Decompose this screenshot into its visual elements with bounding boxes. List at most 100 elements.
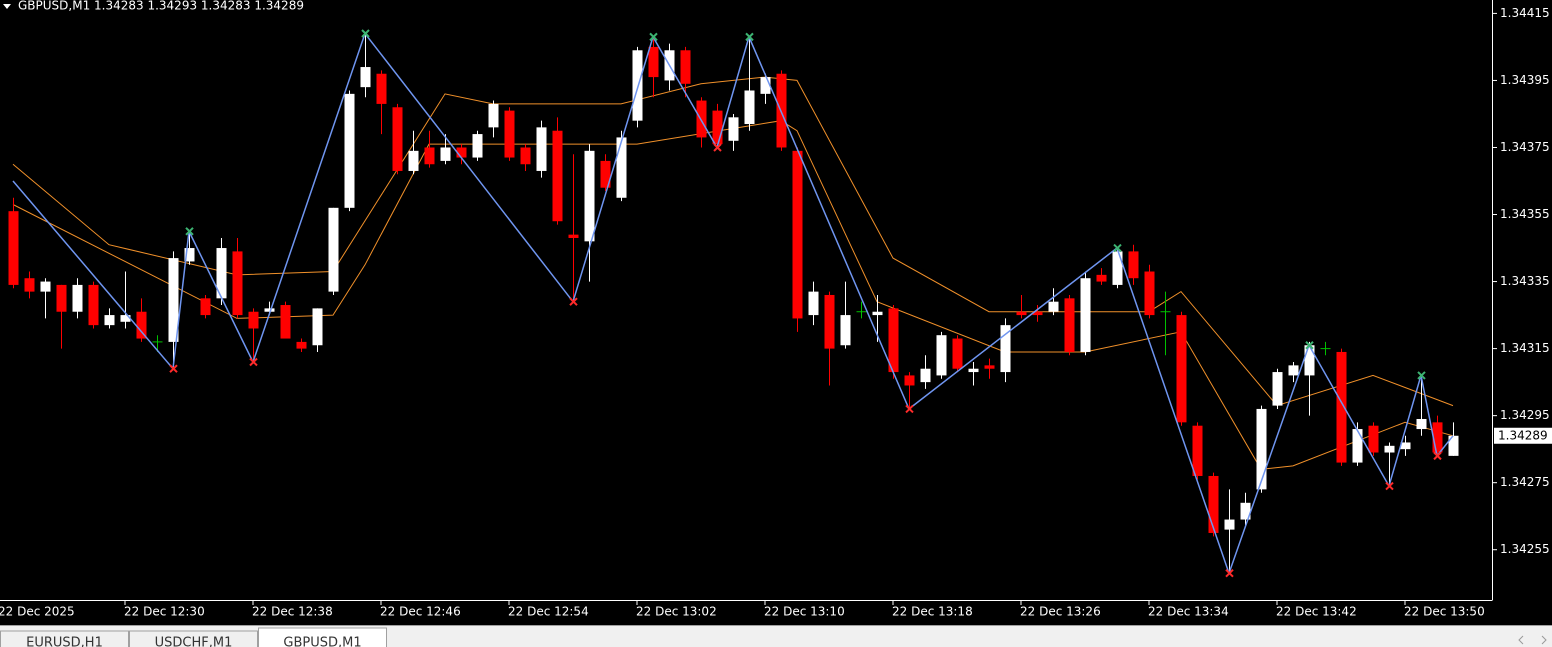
candle-body — [408, 150, 419, 171]
candle-body — [296, 341, 307, 349]
swing-high-marker — [1113, 243, 1122, 253]
envelope-band — [12, 120, 1454, 470]
candle-body — [72, 284, 83, 312]
tab-bar: EURUSD,H1 USDCHF,M1 GBPUSD,M1 — [0, 625, 1552, 647]
scroll-left[interactable] — [1518, 635, 1524, 645]
swing-low-marker — [569, 297, 578, 306]
candle-body — [24, 278, 35, 292]
candle-body — [1080, 278, 1091, 352]
candle-body — [1224, 519, 1235, 530]
candle-body — [520, 147, 531, 165]
candle-body — [1112, 251, 1123, 285]
candle-body — [1144, 271, 1155, 316]
swing-low-marker — [1225, 568, 1234, 578]
x-tick-label: 22 Dec 12:46 — [380, 605, 461, 619]
candle-body — [328, 207, 339, 292]
candle-body — [648, 46, 659, 78]
x-tick-label: 22 Dec 2025 — [0, 605, 75, 619]
candle-body — [360, 67, 371, 88]
swing-high-marker — [185, 227, 194, 236]
y-tick-label: 1.34355 — [1500, 207, 1550, 221]
tab[interactable] — [0, 630, 129, 647]
candle-body — [1384, 445, 1395, 453]
candle-body — [840, 315, 851, 346]
tab-bar-bg — [0, 625, 1552, 647]
current-price-box — [1494, 427, 1552, 444]
swing-high-marker — [1305, 341, 1314, 350]
candle-body — [696, 100, 707, 138]
tab[interactable] — [129, 630, 258, 647]
candle-body — [1208, 475, 1219, 533]
candle-body — [792, 150, 803, 319]
tab-label[interactable]: GBPUSD,M1 — [283, 636, 361, 647]
y-tick-label: 1.34415 — [1500, 6, 1550, 20]
plot-area — [8, 29, 1459, 578]
candle-body — [312, 308, 323, 346]
swing-low-marker — [1433, 451, 1442, 461]
candle-body — [1448, 435, 1459, 456]
candle-body — [536, 127, 547, 171]
candle-body — [1416, 418, 1427, 430]
candle-body — [88, 284, 99, 326]
candle-body — [760, 77, 771, 94]
candle-body — [200, 298, 211, 316]
candle-body — [1432, 422, 1443, 453]
y-tick-label: 1.34295 — [1500, 408, 1550, 422]
x-tick-label: 22 Dec 13:34 — [1148, 605, 1229, 619]
candle-body — [712, 110, 723, 145]
tab-label[interactable]: USDCHF,M1 — [155, 636, 233, 647]
x-tick-label: 22 Dec 13:10 — [764, 605, 845, 619]
candle-body — [472, 134, 483, 158]
candle-body — [424, 147, 435, 165]
candle-body — [488, 103, 499, 128]
swing-high-marker — [1417, 371, 1426, 380]
candle-body — [40, 281, 51, 292]
candle-body — [936, 335, 947, 376]
candle-body — [568, 234, 579, 238]
candle-body — [456, 147, 467, 158]
candle-body — [952, 338, 963, 369]
candle-body — [1240, 502, 1251, 520]
x-tick-label: 22 Dec 13:02 — [636, 605, 717, 619]
candle-body — [984, 365, 995, 369]
candle-body — [184, 248, 195, 262]
collapse-arrow[interactable] — [3, 4, 11, 9]
x-tick-label: 22 Dec 13:18 — [892, 605, 973, 619]
y-tick-label: 1.34255 — [1500, 542, 1550, 556]
candle-body — [1000, 325, 1011, 373]
candle-body — [376, 73, 387, 104]
scroll-right[interactable] — [1541, 635, 1547, 645]
candle-body — [104, 315, 115, 326]
tab-active[interactable] — [258, 627, 387, 647]
candle-body — [616, 137, 627, 198]
candle-body — [888, 308, 899, 373]
candle-body — [168, 258, 179, 342]
candle-body — [744, 90, 755, 125]
x-tick-label: 22 Dec 13:50 — [1404, 605, 1485, 619]
y-tick-label: 1.34375 — [1500, 140, 1550, 154]
tab-label[interactable]: EURUSD,H1 — [26, 636, 103, 647]
candle-body — [1192, 425, 1203, 476]
candle-body — [1400, 442, 1411, 450]
candle-body — [920, 368, 931, 383]
candle-body — [232, 251, 243, 316]
candle-body — [968, 368, 979, 373]
y-tick-label: 1.34395 — [1500, 73, 1550, 87]
swing-low-marker — [169, 364, 178, 373]
candle-body — [728, 117, 739, 141]
candle-body — [120, 315, 131, 322]
candle-body — [1272, 372, 1283, 406]
candle-body — [8, 211, 19, 285]
candle-body — [1032, 311, 1043, 316]
candle-body — [1064, 298, 1075, 352]
candle-body — [824, 294, 835, 349]
candle-body — [1128, 251, 1139, 279]
candle-body — [216, 248, 227, 299]
candle-body — [600, 160, 611, 188]
candle-body — [808, 291, 819, 316]
swing-high-marker — [361, 29, 370, 38]
candle-body — [392, 107, 403, 171]
